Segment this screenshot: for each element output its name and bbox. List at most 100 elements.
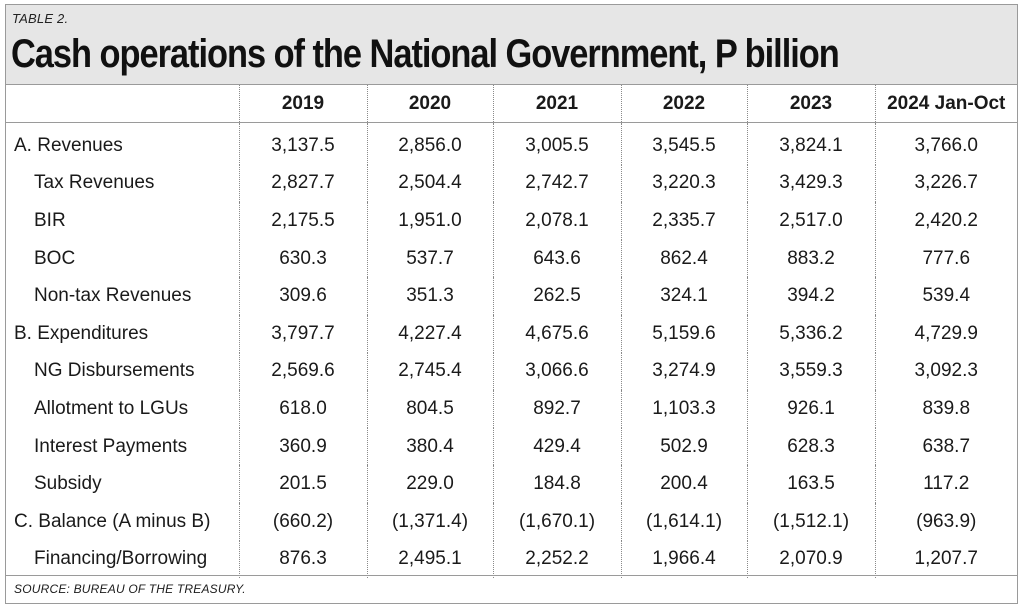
table-cell: 883.2 (746, 239, 875, 278)
table-row: NG Disbursements 2,569.6 2,745.4 3,066.6 3,2… (6, 352, 1017, 391)
table-cell: 1,207.7 (874, 540, 1017, 579)
table-cell: 643.6 (492, 239, 621, 278)
table-cell: 804.5 (366, 390, 493, 428)
table-cell: 394.2 (746, 277, 875, 315)
table-cell: 892.7 (492, 390, 621, 428)
table-cell: 3,545.5 (620, 122, 747, 165)
table-cell: 926.1 (746, 390, 875, 428)
table-cell: 3,559.3 (746, 352, 875, 391)
table-cell: 2,495.1 (366, 540, 493, 579)
table-cell: 2,504.4 (366, 164, 493, 203)
table-cell: 360.9 (238, 427, 367, 466)
table-cell: 3,766.0 (874, 122, 1017, 165)
table-row: C. Balance (A minus B) (660.2) (1,371.4) (1… (6, 502, 1017, 541)
table-cell: 2,745.4 (366, 352, 493, 391)
table-cell: 5,159.6 (620, 314, 747, 353)
table-cell: 2,335.7 (620, 202, 747, 240)
table-cell: 1,951.0 (366, 202, 493, 240)
table-row: Interest Payments 360.9 380.4 429.4 502.9 628… (6, 427, 1017, 466)
table-cell: 618.0 (238, 390, 367, 428)
row-label: BIR (34, 209, 66, 231)
table-cell: 163.5 (746, 465, 875, 503)
row-label: Tax Revenues (34, 172, 155, 194)
header-row: 2019 2020 2021 2022 2023 2024 Jan-Oct (6, 85, 1017, 123)
table-cell: 324.1 (620, 277, 747, 315)
table-cell: 638.7 (874, 427, 1017, 466)
table-cell: 3,797.7 (238, 314, 367, 353)
table-cell: (1,512.1) (746, 502, 875, 541)
footer: SOURCE: BUREAU OF THE TREASURY. (6, 575, 1017, 603)
table-row: BIR 2,175.5 1,951.0 2,078.1 2,335.7 2,517.0 2,… (6, 202, 1017, 240)
column-header: 2023 (746, 85, 875, 123)
table-cell: 184.8 (492, 465, 621, 503)
table-cell: 262.5 (492, 277, 621, 315)
row-label: C. Balance (A minus B) (14, 510, 211, 532)
column-header: 2022 (620, 85, 747, 123)
table-cell: 2,856.0 (366, 122, 493, 165)
table-cell: 380.4 (366, 427, 493, 466)
table-cell: 3,429.3 (746, 164, 875, 203)
table-cell: 3,066.6 (492, 352, 621, 391)
row-label: Interest Payments (34, 435, 188, 457)
table-cell: 3,092.3 (874, 352, 1017, 391)
table-cell: 630.3 (238, 239, 367, 278)
table-row: Allotment to LGUs 618.0 804.5 892.7 1,103.3 9… (6, 390, 1017, 428)
table-cell: 200.4 (620, 465, 747, 503)
table-cell: 3,226.7 (874, 164, 1017, 203)
table-frame: TABLE 2. Cash operations of the National… (5, 4, 1018, 604)
table-cell: 4,675.6 (492, 314, 621, 353)
table-row: B. Expenditures 3,797.7 4,227.4 4,675.6 5,15… (6, 314, 1017, 353)
row-label: BOC (34, 247, 76, 269)
table-cell: 2,569.6 (238, 352, 367, 391)
table-cell: 777.6 (874, 239, 1017, 278)
table-cell: 309.6 (238, 277, 367, 315)
table-label: TABLE 2. (12, 11, 69, 26)
column-header: 2024 Jan-Oct (874, 85, 1017, 123)
table-cell: 839.8 (874, 390, 1017, 428)
table-cell: 502.9 (620, 427, 747, 466)
table-cell: 2,827.7 (238, 164, 367, 203)
page-title: Cash operations of the National Governme… (11, 32, 840, 76)
table-cell: 3,005.5 (492, 122, 621, 165)
table-cell: (963.9) (874, 502, 1017, 541)
table-cell: 4,227.4 (366, 314, 493, 353)
row-label: NG Disbursements (34, 360, 195, 382)
header-blank-cell (6, 85, 239, 123)
table-cell: (1,670.1) (492, 502, 621, 541)
table-cell: 628.3 (746, 427, 875, 466)
table-row: Non-tax Revenues 309.6 351.3 262.5 324.1 394.… (6, 277, 1017, 315)
column-header: 2019 (238, 85, 367, 123)
table-cell: 3,137.5 (238, 122, 367, 165)
data-table: 2019 2020 2021 2022 2023 2024 Jan-Oct A. Reve… (6, 85, 1017, 579)
table-cell: 2,252.2 (492, 540, 621, 579)
table-row: Financing/Borrowing 876.3 2,495.1 2,252.2 1,… (6, 540, 1017, 579)
table-cell: 2,420.2 (874, 202, 1017, 240)
table-cell: 1,966.4 (620, 540, 747, 579)
header-band: TABLE 2. Cash operations of the National… (6, 5, 1017, 85)
table-cell: 4,729.9 (874, 314, 1017, 353)
table-row: BOC 630.3 537.7 643.6 862.4 883.2 777.6 (6, 239, 1017, 278)
table-row: Tax Revenues 2,827.7 2,504.4 2,742.7 3,220.3… (6, 164, 1017, 203)
table-cell: 5,336.2 (746, 314, 875, 353)
table-cell: 2,078.1 (492, 202, 621, 240)
table-body: A. Revenues 3,137.5 2,856.0 3,005.5 3,545.5 3… (6, 122, 1017, 579)
table-cell: 429.4 (492, 427, 621, 466)
row-label: Allotment to LGUs (34, 397, 189, 419)
table-cell: 351.3 (366, 277, 493, 315)
table-cell: 876.3 (238, 540, 367, 579)
table-cell: 229.0 (366, 465, 493, 503)
table-row: A. Revenues 3,137.5 2,856.0 3,005.5 3,545.5 3… (6, 122, 1017, 165)
table-cell: (660.2) (238, 502, 367, 541)
column-header: 2020 (366, 85, 493, 123)
row-label: Financing/Borrowing (34, 548, 208, 570)
table-cell: 2,517.0 (746, 202, 875, 240)
row-label: A. Revenues (14, 134, 123, 156)
row-label: B. Expenditures (14, 322, 149, 344)
table-cell: 3,824.1 (746, 122, 875, 165)
row-label: Subsidy (34, 473, 102, 495)
table-cell: 2,175.5 (238, 202, 367, 240)
row-label: Non-tax Revenues (34, 285, 192, 307)
table-cell: 3,220.3 (620, 164, 747, 203)
table-cell: (1,614.1) (620, 502, 747, 541)
table-cell: 3,274.9 (620, 352, 747, 391)
